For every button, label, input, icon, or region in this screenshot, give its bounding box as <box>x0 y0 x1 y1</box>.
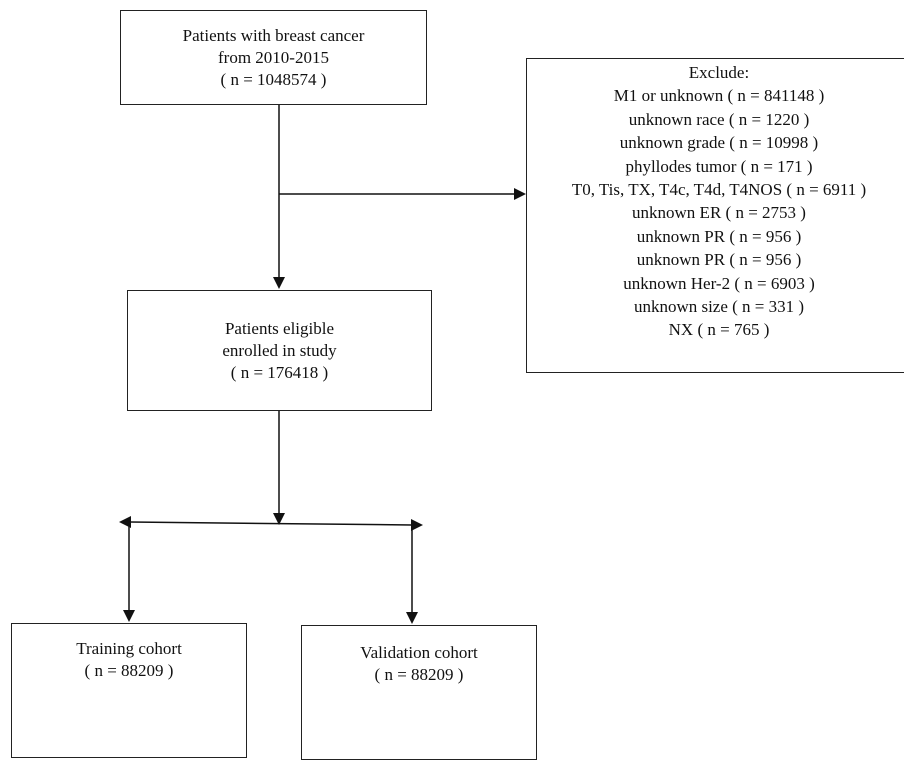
exclude-line-6: T0, Tis, TX, T4c, T4d, T4NOS ( n = 6911 … <box>571 180 867 200</box>
eligible-patients-box: Patients eligible enrolled in study ( n … <box>127 290 432 411</box>
exclusion-criteria-box: Exclude: M1 or unknown ( n = 841148 ) un… <box>526 58 904 373</box>
arrowhead-down-training <box>123 610 135 622</box>
arrowhead-right-exclusion <box>514 188 526 200</box>
training-line-1: Training cohort <box>76 639 182 658</box>
validation-line-1: Validation cohort <box>360 643 478 662</box>
arrowhead-left-split <box>119 516 131 528</box>
exclude-line-7: unknown ER ( n = 2753 ) <box>632 203 806 223</box>
arrowhead-right-split <box>411 519 423 531</box>
validation-cohort-box: Validation cohort ( n = 88209 ) <box>301 625 537 760</box>
eligible-line-3: ( n = 176418 ) <box>230 362 329 382</box>
top-box-line-2: from 2010-2015 <box>218 47 329 67</box>
exclude-line-1: Exclude: <box>688 63 750 82</box>
arrowhead-down-split <box>273 513 285 525</box>
eligible-line-1: Patients eligible <box>224 318 335 338</box>
training-cohort-box: Training cohort ( n = 88209 ) <box>11 623 247 758</box>
exclude-line-2: M1 or unknown ( n = 841148 ) <box>613 86 825 106</box>
exclude-line-3: unknown race ( n = 1220 ) <box>628 109 810 129</box>
exclude-line-5: phyllodes tumor ( n = 171 ) <box>625 156 813 176</box>
top-box-line-3: ( n = 1048574 ) <box>220 69 327 89</box>
patients-breast-cancer-box: Patients with breast cancer from 2010-20… <box>120 10 427 105</box>
exclude-line-9: unknown PR ( n = 956 ) <box>636 250 802 270</box>
exclude-line-4: unknown grade ( n = 10998 ) <box>619 133 819 153</box>
training-line-2: ( n = 88209 ) <box>84 661 174 680</box>
exclude-line-12: NX ( n = 765 ) <box>668 320 770 340</box>
eligible-line-2: enrolled in study <box>222 340 337 360</box>
exclude-line-11: unknown size ( n = 331 ) <box>633 297 805 317</box>
validation-line-2: ( n = 88209 ) <box>374 665 464 684</box>
arrowhead-down-validation <box>406 612 418 624</box>
exclude-line-10: unknown Her-2 ( n = 6903 ) <box>623 273 815 293</box>
exclude-line-8: unknown PR ( n = 956 ) <box>636 226 802 246</box>
top-box-line-1: Patients with breast cancer <box>182 25 365 45</box>
arrowhead-down-eligible <box>273 277 285 289</box>
connector-split-horizontal <box>129 521 413 526</box>
